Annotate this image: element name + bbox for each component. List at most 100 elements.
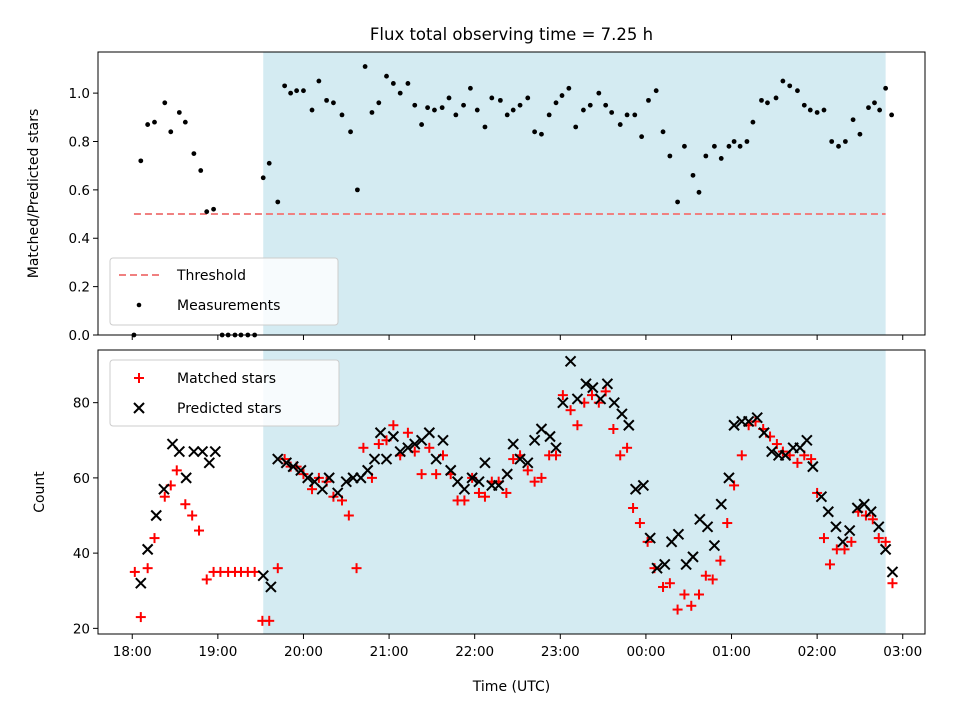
predicted-star-marker [594,393,607,405]
bottom-y-tick-label: 60 [73,471,90,487]
predicted-star-marker [458,483,471,495]
measurement-point [191,151,197,156]
predicted-star-marker [687,551,699,563]
top-y-tick-label: 0.2 [69,280,90,296]
matched-star-marker [249,566,260,577]
measurement-point [439,105,445,111]
measurement-point [369,110,375,115]
top-y-tick-label: 1.0 [69,86,90,102]
measurement-point [744,139,750,144]
predicted-star-marker [601,378,614,390]
predicted-star-marker [387,430,400,443]
predicted-star-marker [557,396,569,409]
predicted-star-marker [196,445,209,458]
observing-window-shade-bottom [263,350,886,634]
x-tick-label: 21:00 [370,644,409,660]
matched-star-marker [664,578,675,589]
predicted-star-marker [257,569,269,582]
predicted-star-marker [550,442,562,454]
measurement-point [639,134,645,140]
measurement-point [510,107,516,113]
top-y-tick-label: 0.8 [69,134,90,150]
predicted-star-marker [368,453,381,465]
measurement-point [559,93,565,98]
predicted-star-marker [445,464,457,477]
measurement-point [204,209,210,215]
matched-star-marker [672,604,683,615]
measurement-point [624,112,630,118]
predicted-star-marker [423,427,436,439]
matched-star-marker [358,442,369,453]
matched-star-marker [880,536,891,547]
matched-star-marker [264,615,275,626]
predicted-star-marker [616,408,628,420]
predicted-star-marker [544,430,556,443]
predicted-star-marker [203,457,216,469]
legend-measurements-swatch [136,302,142,308]
measurement-point [390,81,396,86]
x-tick-label: 22:00 [455,644,494,660]
measurement-point [646,97,651,103]
top-legend-box [109,257,339,326]
measurement-point [667,153,673,159]
matched-star-marker [416,469,427,480]
measurement-point [801,102,807,108]
predicted-star-marker [287,460,299,473]
measurement-point [176,110,182,115]
measurement-point [348,129,353,135]
matched-star-marker [473,487,484,498]
legend-matched-swatch [134,373,144,383]
predicted-star-marker [473,475,485,488]
predicted-star-marker [728,419,740,431]
measurement-point [339,112,345,118]
measurement-point [581,107,586,113]
measurement-point [587,102,593,108]
x-tick-label: 20:00 [284,644,323,660]
matched-star-marker [686,600,697,611]
bottom-legend-box [109,359,340,427]
predicted-star-marker [380,453,393,465]
measurement-point [566,85,572,91]
measurement-point [603,102,609,108]
predicted-star-marker [587,381,599,394]
predicted-star-marker [361,464,374,477]
measurement-point [405,81,411,86]
measurement-point [737,143,743,149]
matched-star-marker [557,390,568,401]
measurement-point [397,90,403,96]
matched-star-marker [479,491,490,502]
measurement-point [425,105,431,111]
matched-star-marker [818,533,829,544]
top-y-tick-label: 0.4 [69,231,90,247]
measurement-point [260,175,266,181]
matched-star-marker [522,465,533,476]
matched-star-marker [846,536,857,547]
matched-star-marker [551,450,562,461]
matched-star-marker [634,518,645,529]
predicted-star-marker [822,506,834,518]
measurement-point [482,124,488,130]
top-axes-frame [97,51,926,336]
predicted-star-marker [571,393,584,405]
measurement-point [532,129,538,135]
predicted-star-marker [830,521,842,533]
measurement-point [324,97,329,103]
measurement-point [168,129,174,135]
measurement-point [765,100,770,106]
x-tick-label: 18:00 [113,644,152,660]
measurement-point [198,168,204,173]
predicted-star-marker [751,412,763,424]
bottom-panel: 20 40 60 80 18:00 19:00 20:00 21:00 22:00 23:00 0… [32,349,926,695]
measurement-point [384,73,389,79]
measurement-point [432,107,437,113]
matched-star-marker [129,566,140,577]
top-y-tick-label: 0.6 [69,183,90,199]
top-panel: 0.0 0.2 0.4 0.6 0.8 1.0 Flux total observing … [26,25,926,344]
matched-star-marker [171,465,182,476]
predicted-star-marker [173,445,186,458]
x-tick-label: 01:00 [712,644,751,660]
predicted-star-marker [715,498,727,510]
predicted-star-marker [394,445,406,458]
matched-star-marker [459,495,470,506]
matched-star-marker [201,574,212,585]
